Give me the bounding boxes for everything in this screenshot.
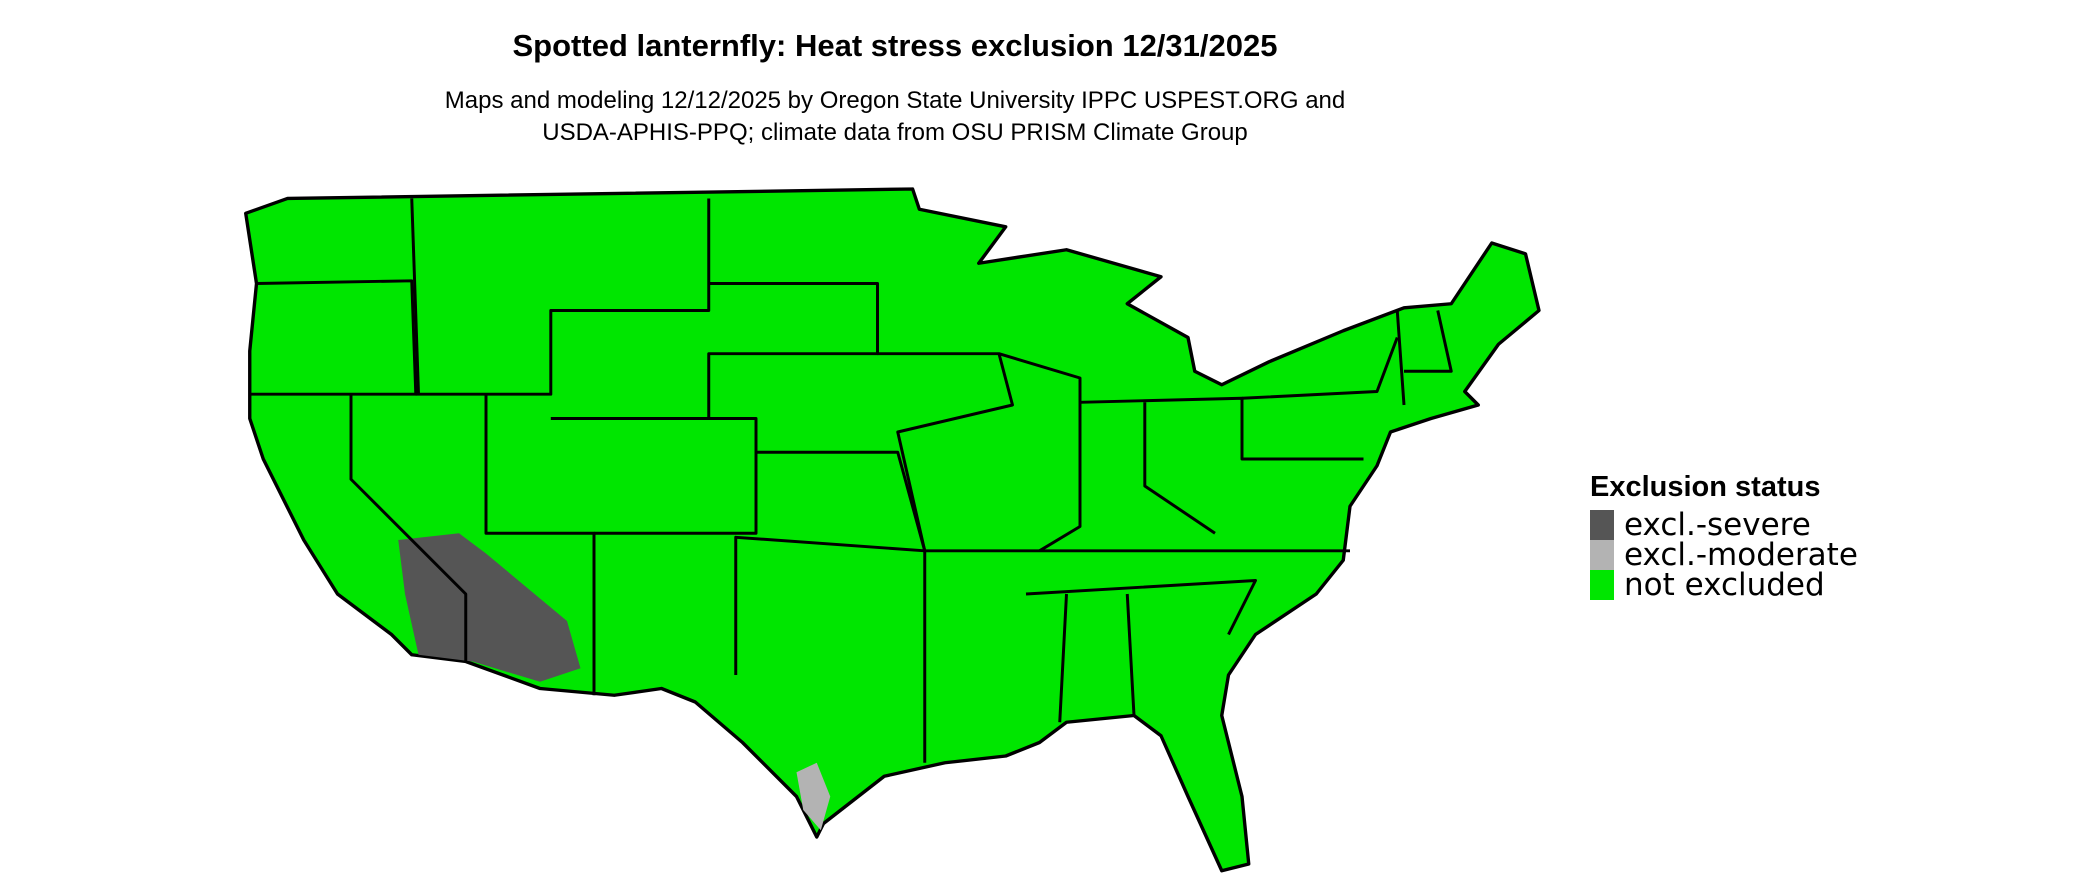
legend-title: Exclusion status	[1590, 471, 1820, 503]
legend-label: excl.-severe	[1624, 507, 1811, 543]
legend-swatch	[1590, 540, 1614, 570]
state-borders	[249, 198, 1453, 763]
legend-swatch	[1590, 570, 1614, 600]
map-subtitle: USDA-APHIS-PPQ; climate data from OSU PR…	[542, 119, 1248, 146]
legend-label: not excluded	[1624, 567, 1825, 603]
map-title: Spotted lanternfly: Heat stress exclusio…	[513, 28, 1278, 63]
map-subtitle: Maps and modeling 12/12/2025 by Oregon S…	[445, 87, 1345, 114]
map	[244, 187, 1541, 873]
legend-label: excl.-moderate	[1624, 537, 1858, 573]
moderate-region	[796, 762, 831, 831]
us-region	[244, 187, 1541, 873]
legend-swatch	[1590, 510, 1614, 540]
